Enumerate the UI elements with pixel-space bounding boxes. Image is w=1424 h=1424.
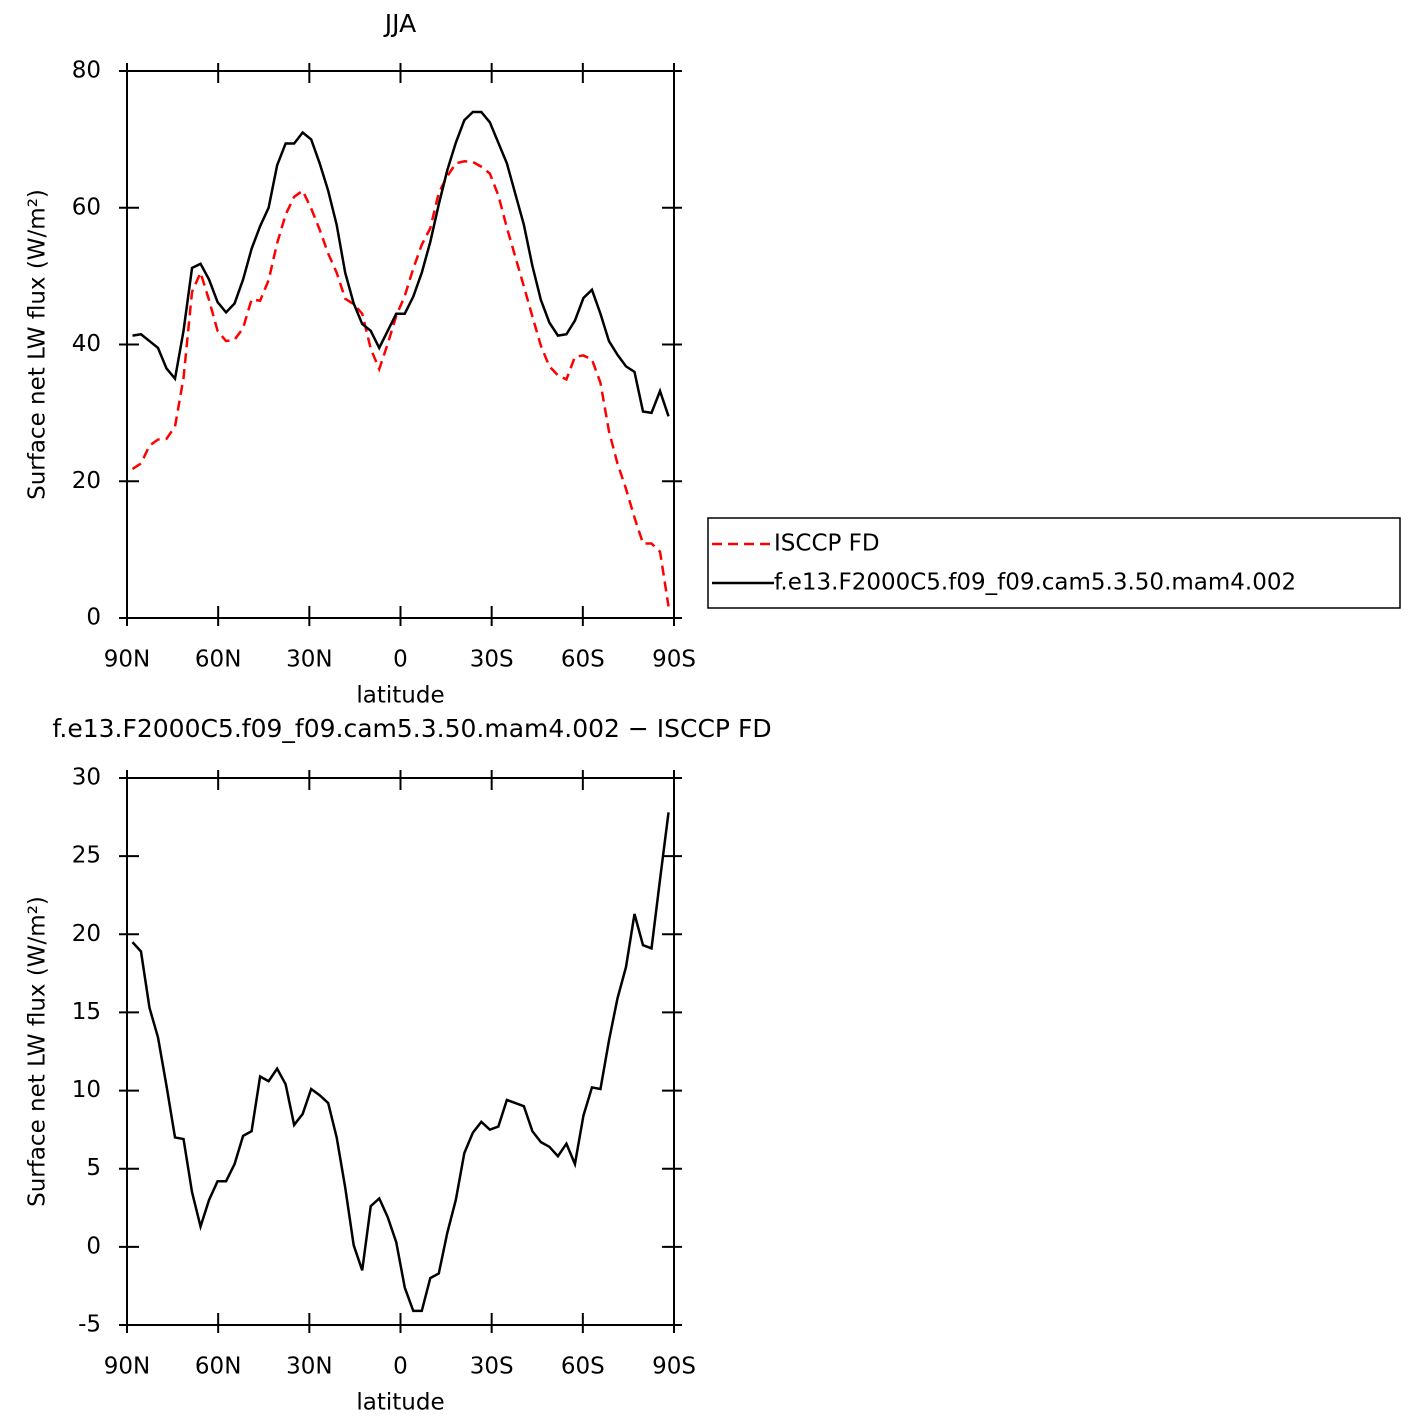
legend-box bbox=[707, 517, 1401, 609]
x-tick-label: 90S bbox=[652, 1354, 696, 1380]
x-tick-label: 60N bbox=[195, 1354, 241, 1380]
legend: ISCCP FD f.e13.F2000C5.f09_f09.cam5.3.50.… bbox=[707, 517, 1401, 609]
y-tick-label: 20 bbox=[72, 468, 101, 494]
x-tick-label: 30N bbox=[286, 647, 332, 673]
chart-title: JJA bbox=[383, 9, 416, 38]
x-tick-label: 0 bbox=[393, 647, 408, 673]
y-tick-label: 5 bbox=[86, 1155, 101, 1181]
y-tick-label: 40 bbox=[72, 331, 101, 357]
y-tick-label: 10 bbox=[72, 1077, 101, 1103]
x-tick-label: 90S bbox=[652, 647, 696, 673]
y-tick-label: 20 bbox=[72, 921, 101, 947]
data-line bbox=[131, 812, 670, 1313]
x-tick-label: 60S bbox=[561, 1354, 605, 1380]
x-axis-label: latitude bbox=[356, 683, 444, 709]
y-tick-label: 60 bbox=[72, 194, 101, 220]
chart-title: f.e13.F2000C5.f09_f09.cam5.3.50.mam4.002… bbox=[52, 714, 771, 743]
x-tick-label: 30S bbox=[470, 647, 514, 673]
data-line bbox=[132, 110, 670, 417]
y-axis-label: Surface net LW flux (W/m²) bbox=[25, 189, 51, 500]
y-tick-label: 25 bbox=[72, 843, 101, 869]
data-line bbox=[131, 159, 670, 607]
plot-frame bbox=[126, 777, 675, 1326]
x-tick-label: 30S bbox=[470, 1354, 514, 1380]
x-axis-label: latitude bbox=[356, 1390, 444, 1416]
y-tick-label: 0 bbox=[86, 1233, 101, 1259]
x-tick-label: 90N bbox=[104, 1354, 150, 1380]
y-tick-label: 30 bbox=[72, 765, 101, 791]
y-tick-label: 0 bbox=[86, 605, 101, 631]
x-tick-label: 0 bbox=[393, 1354, 408, 1380]
legend-label: f.e13.F2000C5.f09_f09.cam5.3.50.mam4.002 bbox=[774, 570, 1296, 596]
x-tick-label: 90N bbox=[104, 647, 150, 673]
y-tick-label: 80 bbox=[72, 58, 101, 84]
plot-frame bbox=[126, 70, 675, 619]
x-tick-label: 60N bbox=[195, 647, 241, 673]
legend-label: ISCCP FD bbox=[774, 531, 880, 557]
y-axis-label: Surface net LW flux (W/m²) bbox=[25, 896, 51, 1207]
x-tick-label: 30N bbox=[286, 1354, 332, 1380]
y-tick-label: -5 bbox=[78, 1312, 101, 1338]
y-tick-label: 15 bbox=[72, 999, 101, 1025]
x-tick-label: 60S bbox=[561, 647, 605, 673]
